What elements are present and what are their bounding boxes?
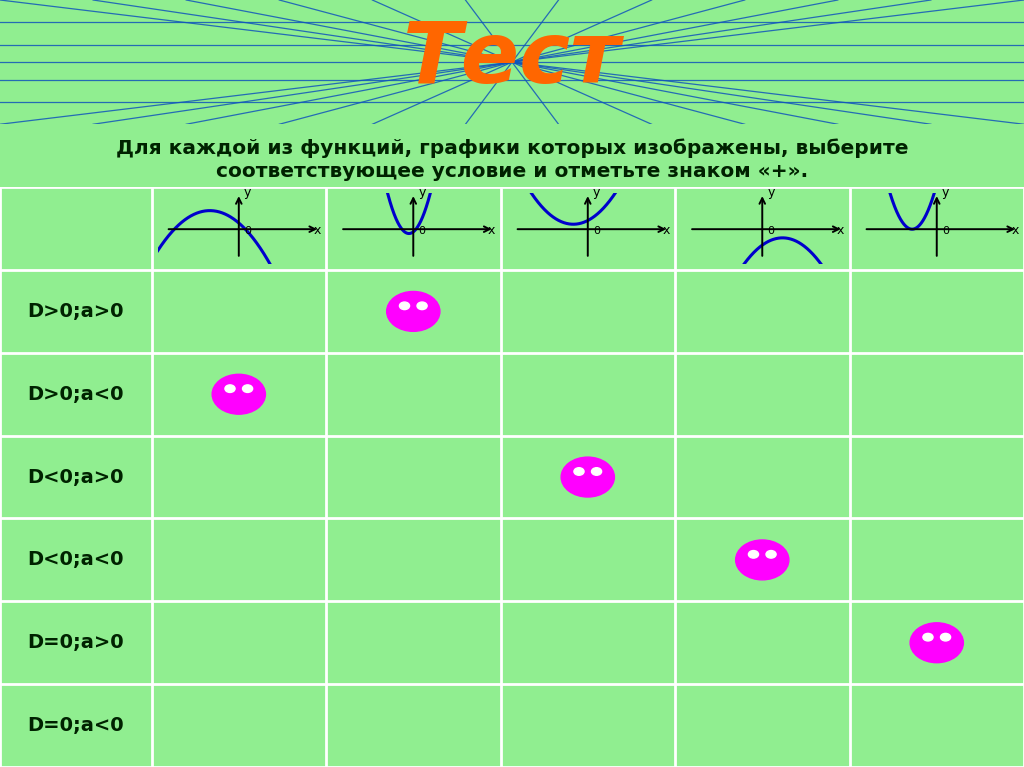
Text: x: x	[663, 223, 670, 236]
Text: y: y	[419, 186, 426, 199]
Text: 0: 0	[593, 226, 600, 236]
Text: D>0;a>0: D>0;a>0	[28, 302, 124, 321]
Text: x: x	[313, 223, 321, 236]
Text: D=0;a>0: D=0;a>0	[28, 634, 124, 652]
Text: 0: 0	[767, 226, 774, 236]
Text: 0: 0	[244, 226, 251, 236]
Text: x: x	[487, 223, 496, 236]
Text: y: y	[593, 186, 600, 199]
Text: y: y	[244, 186, 251, 199]
Text: 0: 0	[942, 226, 949, 236]
Text: соответствующее условие и отметьте знаком «+».: соответствующее условие и отметьте знако…	[216, 162, 808, 181]
Text: 0: 0	[419, 226, 426, 236]
Text: D<0;a>0: D<0;a>0	[28, 468, 124, 486]
Text: y: y	[767, 186, 775, 199]
Text: x: x	[1012, 223, 1019, 236]
Text: D>0;a<0: D>0;a<0	[28, 385, 124, 403]
Text: y: y	[942, 186, 949, 199]
Text: D<0;a<0: D<0;a<0	[28, 551, 124, 569]
Text: x: x	[837, 223, 844, 236]
Text: D=0;a<0: D=0;a<0	[28, 716, 124, 735]
Text: Для каждой из функций, графики которых изображены, выберите: Для каждой из функций, графики которых и…	[116, 138, 908, 158]
Text: Тест: Тест	[403, 18, 621, 101]
